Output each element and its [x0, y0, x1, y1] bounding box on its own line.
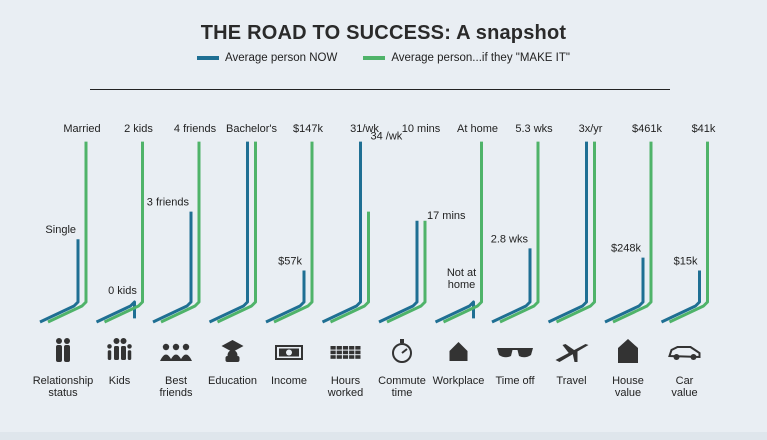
series-make-it-line	[668, 141, 709, 324]
series-make-it-line	[160, 141, 201, 324]
sunglasses-icon	[497, 348, 533, 358]
car-icon	[668, 346, 701, 360]
category-label: Education	[208, 375, 257, 387]
graduation-cap-icon	[221, 340, 244, 362]
data-label-make-it: At home	[457, 123, 498, 135]
chart-title: THE ROAD TO SUCCESS: A snapshot	[200, 22, 567, 44]
series-now-line	[39, 239, 80, 324]
divider-rule	[90, 89, 670, 90]
series-make-it-line	[555, 141, 596, 324]
legend-label-now: Average person NOW	[225, 52, 338, 64]
series-now-line	[604, 257, 645, 324]
data-label-now: 2.8 wks	[491, 233, 529, 245]
data-label-now: 34 /wk	[371, 131, 403, 143]
data-label-now: Not at home	[447, 267, 476, 291]
money-bill-icon	[275, 345, 303, 360]
category-group: Bachelor's Education	[208, 123, 277, 387]
data-label-make-it: $147k	[293, 123, 323, 135]
series-now-line	[660, 270, 701, 324]
data-label-now: 3 friends	[147, 197, 190, 209]
series-now-line	[547, 141, 588, 324]
category-group: 2 kids 0 kids Kids	[95, 123, 153, 387]
data-label-now: Single	[45, 224, 76, 236]
data-label-make-it: 3x/yr	[579, 123, 603, 135]
category-group: $147k $57k Income	[265, 123, 323, 387]
series-now-line	[95, 300, 136, 324]
legend-swatch-now	[197, 56, 220, 60]
series-now-line	[378, 220, 419, 324]
data-label-make-it: 2 kids	[124, 123, 153, 135]
category-label: Workplace	[433, 375, 485, 387]
data-label-make-it: $41k	[692, 123, 716, 135]
legend-item-make-it: Average person...if they "MAKE IT"	[363, 52, 570, 64]
series-make-it-line	[47, 141, 88, 324]
data-label-now: $15k	[674, 255, 698, 267]
airplane-icon	[555, 344, 589, 362]
category-label: House value	[612, 375, 644, 399]
category-label: Car value	[671, 375, 697, 399]
legend-label-make-it: Average person...if they "MAKE IT"	[391, 52, 570, 64]
category-group: 5.3 wks 2.8 wks Time off	[491, 123, 553, 387]
stopwatch-icon	[392, 339, 412, 363]
series-make-it-line	[442, 141, 483, 324]
legend-swatch-make-it	[363, 56, 386, 60]
legend-item-now: Average person NOW	[197, 52, 337, 64]
calendar-grid-icon	[330, 346, 361, 359]
data-label-now: $57k	[278, 255, 302, 267]
data-label-make-it: 5.3 wks	[515, 123, 553, 135]
data-label-make-it: $461k	[632, 123, 662, 135]
category-label: Kids	[109, 375, 131, 387]
people-couple-icon	[56, 338, 70, 362]
series-now-line	[208, 141, 249, 324]
series-now-line	[491, 248, 532, 324]
category-label: Commute time	[378, 375, 426, 399]
category-group: 3x/yr Travel	[547, 123, 603, 387]
data-label-make-it: 10 mins	[402, 123, 441, 135]
category-group: 4 friends 3 friends Best friends	[147, 123, 217, 399]
family-icon	[107, 338, 132, 360]
category-label: Relationship status	[33, 375, 94, 399]
friends-group-icon	[160, 343, 192, 361]
data-label-make-it: Married	[63, 123, 100, 135]
category-group: Married Single Relationship status	[33, 123, 101, 399]
category-group: $461k $248k House value	[604, 123, 662, 399]
data-label-now: 17 mins	[427, 210, 466, 222]
house-icon	[449, 342, 468, 361]
series-now-line	[321, 141, 362, 324]
category-label: Travel	[556, 375, 586, 387]
category-group: $41k $15k Car value	[660, 123, 716, 399]
data-label-now: $248k	[611, 243, 641, 255]
series-make-it-line	[386, 220, 427, 324]
category-label: Best friends	[159, 375, 193, 399]
series-make-it-line	[612, 141, 653, 324]
series-now-line	[265, 270, 306, 324]
data-label-now: 0 kids	[108, 285, 137, 297]
legend: Average person NOW Average person...if t…	[0, 52, 767, 64]
series-make-it-line	[499, 141, 540, 324]
series-make-it-line	[103, 141, 144, 324]
category-group: At home Not at home Workplace	[433, 123, 498, 387]
series-now-line	[434, 300, 475, 324]
series-make-it-line	[216, 141, 257, 324]
house-value-icon	[618, 339, 638, 363]
data-label-make-it: 4 friends	[174, 123, 217, 135]
category-label: Income	[271, 375, 307, 387]
data-label-make-it: Bachelor's	[226, 123, 278, 135]
category-label: Hours worked	[327, 375, 363, 399]
series-make-it-line	[329, 211, 370, 324]
series-make-it-line	[273, 141, 314, 324]
bottom-strip	[0, 432, 767, 440]
series-now-line	[152, 211, 193, 324]
category-label: Time off	[495, 375, 535, 387]
data-label-make-it: 31/wk	[350, 123, 379, 135]
category-group: 10 mins 17 mins Commute time	[378, 123, 466, 399]
